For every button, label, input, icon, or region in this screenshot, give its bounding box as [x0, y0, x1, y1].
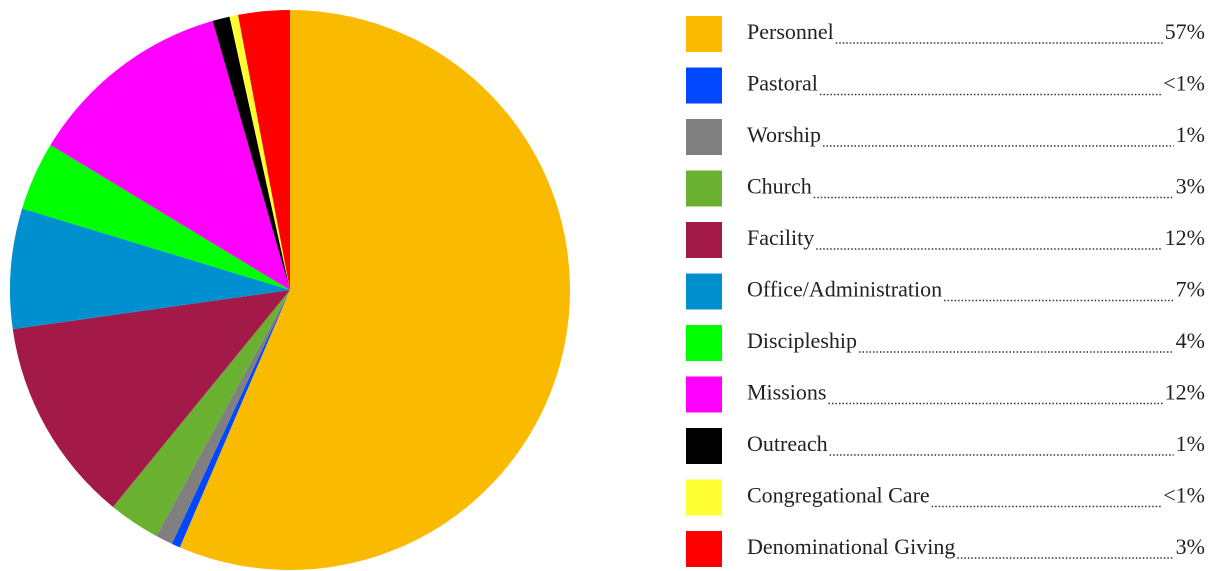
pie-slice [50, 20, 291, 290]
legend-label: Church [747, 174, 812, 199]
legend-value: <1% [1163, 483, 1205, 508]
legend-swatch [686, 273, 722, 310]
legend-value: 12% [1165, 225, 1205, 250]
legend-swatch [686, 222, 722, 258]
legend-value: 1% [1176, 431, 1205, 456]
legend-label: Office/Administration [747, 277, 942, 302]
legend-label: Personnel [747, 19, 834, 44]
pie-slice [212, 16, 290, 290]
legend-swatch [686, 376, 722, 413]
legend-label: Denominational Giving [747, 534, 955, 559]
legend-label: Outreach [747, 431, 828, 456]
legend-label: Discipleship [747, 328, 857, 353]
pie-slice [22, 145, 291, 290]
legend-label: Facility [747, 225, 814, 250]
pie-slice [229, 14, 290, 291]
legend-swatch [686, 428, 722, 464]
pie-slice [10, 208, 290, 330]
pie-slice [171, 290, 290, 548]
legend-swatch [686, 67, 722, 104]
legend-value: <1% [1163, 71, 1205, 96]
legend-value: 12% [1165, 380, 1205, 405]
legend-label: Missions [747, 380, 826, 405]
legend-value: 1% [1176, 122, 1205, 147]
legend-swatch [686, 479, 722, 516]
legend-swatch [686, 531, 722, 567]
legend-value: 4% [1176, 328, 1205, 353]
legend-value: 57% [1165, 19, 1205, 44]
legend-swatch [686, 170, 722, 207]
legend-value: 7% [1176, 277, 1205, 302]
legend-value: 3% [1176, 174, 1205, 199]
legend-label: Pastoral [747, 71, 818, 96]
pie-slice [179, 10, 571, 570]
pie-slice [238, 10, 290, 290]
legend-swatch [686, 325, 722, 361]
legend-swatch [686, 16, 722, 52]
pie-slice [12, 290, 290, 507]
legend-label: Worship [747, 122, 821, 147]
legend-value: 3% [1176, 534, 1205, 559]
legend-label: Congregational Care [747, 483, 930, 508]
pie-slice [113, 290, 290, 537]
legend-swatch [686, 119, 722, 155]
pie-slice [156, 290, 290, 544]
